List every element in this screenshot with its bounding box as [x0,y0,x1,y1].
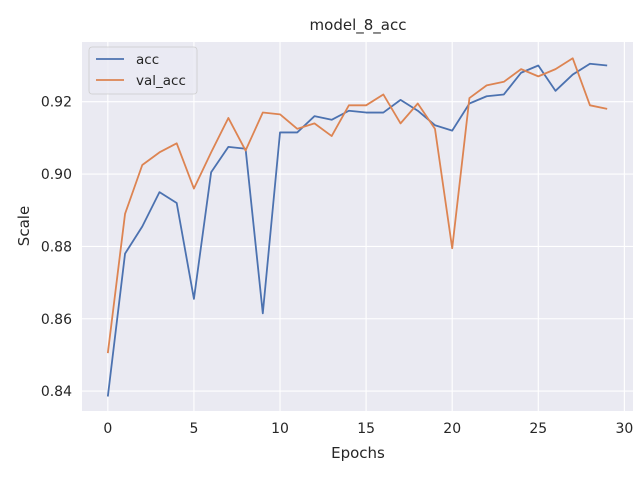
legend-label-acc: acc [136,52,159,68]
x-tick-label: 20 [443,421,461,437]
x-tick-label: 5 [189,421,198,437]
x-tick-label: 25 [529,421,547,437]
x-axis-ticks: 0 5 10 15 20 25 30 [103,421,633,437]
x-tick-label: 15 [357,421,375,437]
x-axis-label: Epochs [331,444,385,462]
y-tick-label: 0.84 [41,384,72,400]
series-layer [106,57,608,397]
plot-area [82,42,633,411]
chart-title: model_8_acc [310,16,407,35]
y-tick-label: 0.90 [41,167,72,183]
legend-label-val-acc: val_acc [136,73,186,89]
y-axis-ticks: 0.84 0.86 0.88 0.90 0.92 [41,95,72,400]
x-tick-label: 30 [615,421,633,437]
gridlines [82,42,633,411]
y-tick-label: 0.88 [41,239,72,255]
y-tick-label: 0.92 [41,95,72,111]
x-tick-label: 10 [271,421,289,437]
series-line-acc [106,62,608,397]
legend: acc val_acc [88,46,198,95]
y-axis-label: Scale [15,206,33,246]
series-line-val-acc [106,57,608,354]
x-tick-label: 0 [103,421,112,437]
y-tick-label: 0.86 [41,312,72,328]
